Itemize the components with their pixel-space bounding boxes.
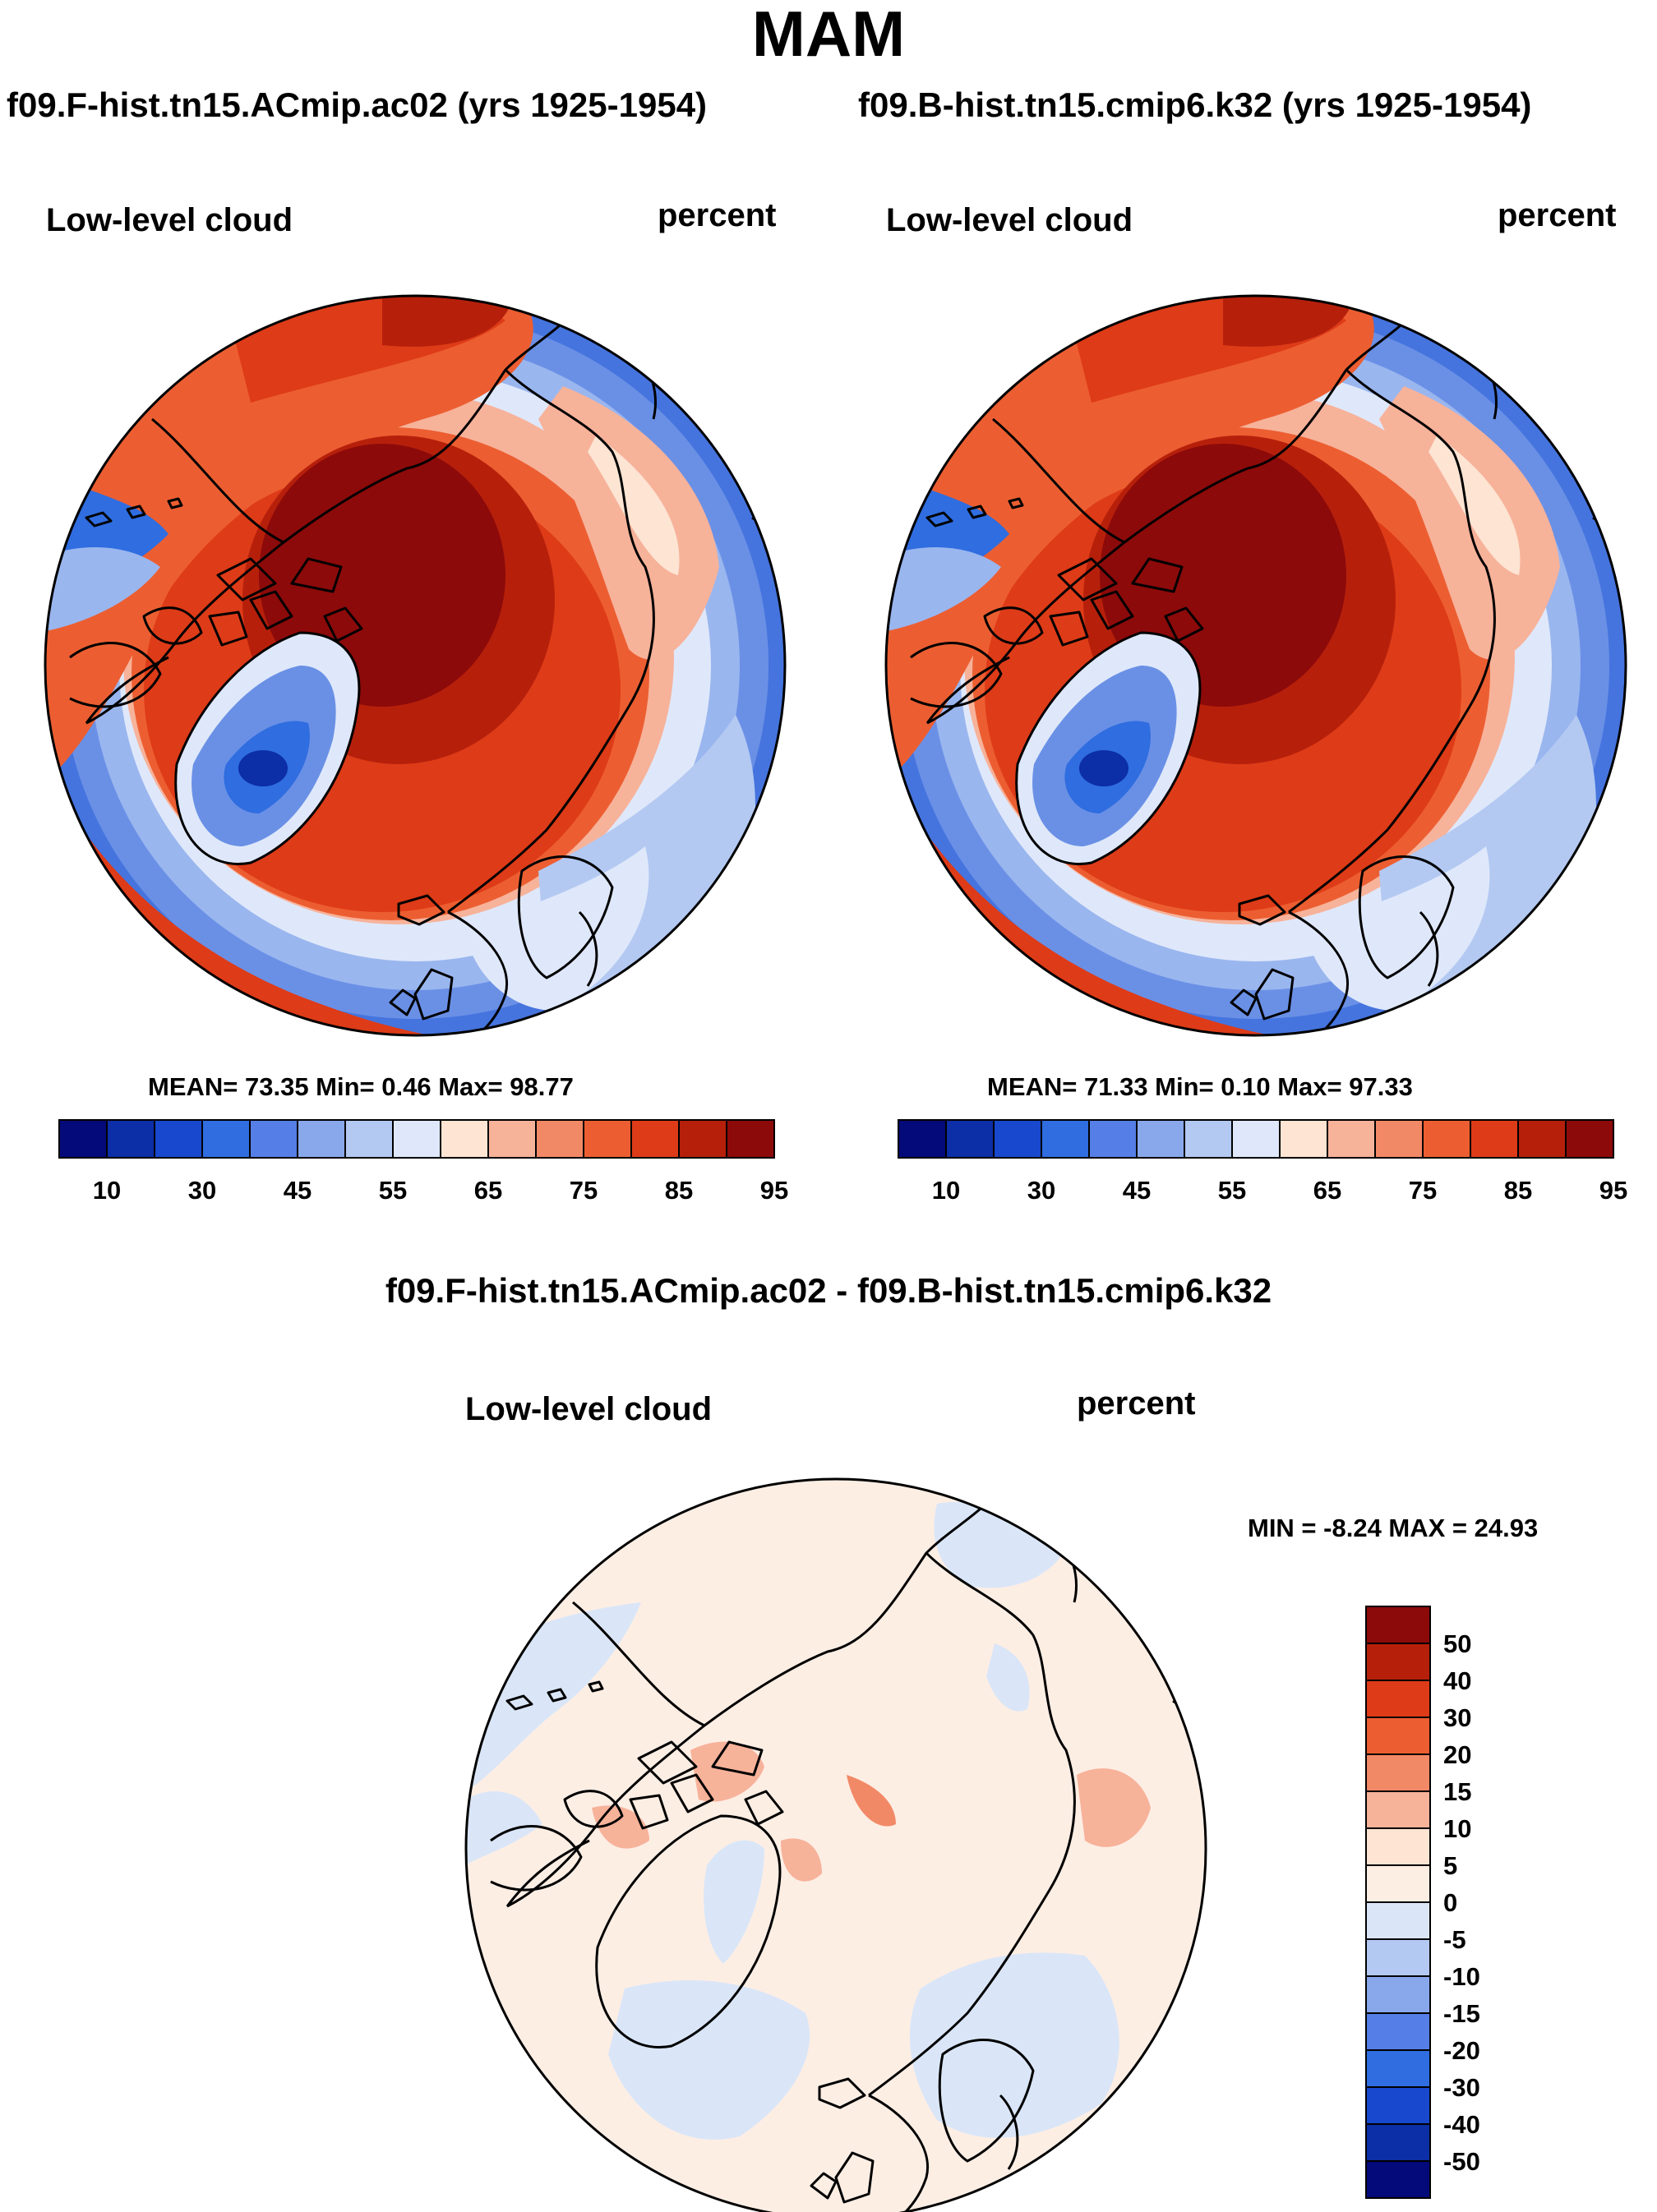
diff-title: f09.F-hist.tn15.ACmip.ac02 - f09.B-hist.… — [385, 1271, 1272, 1310]
right-colorbar-label: 45 — [1123, 1176, 1151, 1205]
left-colorbar-box — [583, 1119, 632, 1159]
diff-colorbar-box — [1365, 1680, 1431, 1718]
diff-colorbar-label: 0 — [1443, 1888, 1457, 1917]
diff-colorbar-label: 10 — [1443, 1814, 1471, 1843]
diff-colorbar-box — [1365, 1606, 1431, 1644]
left-colorbar-box — [58, 1119, 108, 1159]
right-colorbar-label: 30 — [1027, 1176, 1055, 1205]
diff-colorbar-box — [1365, 2086, 1431, 2125]
diff-stats: MIN = -8.24 MAX = 24.93 — [1248, 1514, 1539, 1542]
right-colorbar-label: 65 — [1313, 1176, 1341, 1205]
diff-colorbar-box — [1365, 1717, 1431, 1755]
right-colorbar-box — [1422, 1119, 1471, 1159]
diff-colorbar-label: 15 — [1443, 1777, 1471, 1806]
left-colorbar-label: 10 — [93, 1176, 121, 1205]
diff-colorbar-label: -30 — [1443, 2073, 1480, 2102]
left-colorbar-label: 85 — [665, 1176, 693, 1205]
diff-colorbar-box — [1365, 2049, 1431, 2088]
right-colorbar-box — [1088, 1119, 1138, 1159]
right-colorbar-box — [993, 1119, 1042, 1159]
diff-colorbar-box — [1365, 1864, 1431, 1903]
diff-colorbar-box — [1365, 1901, 1431, 1940]
left-colorbar-label: 65 — [474, 1176, 502, 1205]
left-colorbar-box — [726, 1119, 775, 1159]
diff-colorbar-box — [1365, 2012, 1431, 2051]
right-colorbar-label: 10 — [932, 1176, 960, 1205]
diff-colorbar-box — [1365, 2123, 1431, 2162]
diff-colorbar-box — [1365, 1975, 1431, 2014]
right-colorbar-box — [1374, 1119, 1424, 1159]
left-colorbar-label: 30 — [188, 1176, 216, 1205]
left-colorbar-label: 75 — [570, 1176, 598, 1205]
diff-colorbar-label: 20 — [1443, 1740, 1471, 1769]
left-colorbar-box — [297, 1119, 346, 1159]
right-colorbar-label: 55 — [1218, 1176, 1246, 1205]
right-colorbar-box — [1470, 1119, 1519, 1159]
left-colorbar-label: 55 — [379, 1176, 407, 1205]
diff-colorbar-label: -5 — [1443, 1925, 1466, 1954]
right-units-label: percent — [1498, 197, 1617, 233]
right-colorbar-label: 85 — [1504, 1176, 1532, 1205]
left-map — [44, 294, 787, 1037]
left-case-title: f09.F-hist.tn15.ACmip.ac02 (yrs 1925-195… — [7, 85, 708, 124]
right-colorbar-box — [1327, 1119, 1376, 1159]
right-colorbar-box — [1279, 1119, 1328, 1159]
diff-colorbar-label: 30 — [1443, 1703, 1471, 1732]
left-colorbar-label: 45 — [284, 1176, 312, 1205]
right-colorbar-box — [1041, 1119, 1090, 1159]
right-colorbar: 10 30 45 55 65 75 85 95 — [898, 1119, 1627, 1205]
left-colorbar-box — [630, 1119, 680, 1159]
left-colorbar-box — [678, 1119, 727, 1159]
left-colorbar: 10 30 45 55 65 75 85 95 — [58, 1119, 788, 1205]
diff-colorbar-box — [1365, 1753, 1431, 1792]
left-units-label: percent — [658, 197, 777, 233]
left-colorbar-box — [106, 1119, 155, 1159]
diff-colorbar-box — [1365, 1790, 1431, 1829]
right-case-title: f09.B-hist.tn15.cmip6.k32 (yrs 1925-1954… — [858, 85, 1532, 124]
right-colorbar-label: 75 — [1409, 1176, 1437, 1205]
left-colorbar-box — [487, 1119, 537, 1159]
right-colorbar-box — [1184, 1119, 1233, 1159]
left-colorbar-box — [440, 1119, 489, 1159]
diff-colorbar-box — [1365, 1827, 1431, 1866]
diff-colorbar-label: -20 — [1443, 2036, 1480, 2065]
diff-colorbar-box — [1365, 2160, 1431, 2199]
diff-colorbar-label: -10 — [1443, 1962, 1480, 1991]
left-colorbar-box — [249, 1119, 298, 1159]
left-colorbar-box — [344, 1119, 394, 1159]
diff-units-label: percent — [1077, 1385, 1196, 1422]
right-stats: MEAN= 71.33 Min= 0.10 Max= 97.33 — [987, 1072, 1413, 1101]
left-variable-label: Low-level cloud — [46, 202, 293, 238]
left-colorbar-box — [535, 1119, 584, 1159]
left-colorbar-box — [392, 1119, 441, 1159]
diff-colorbar-label: -40 — [1443, 2110, 1480, 2139]
right-colorbar-box — [1565, 1119, 1614, 1159]
diff-colorbar-label: 5 — [1443, 1851, 1457, 1880]
right-colorbar-box — [898, 1119, 947, 1159]
diff-colorbar-label: -15 — [1443, 1999, 1480, 2028]
diff-colorbar-box — [1365, 1938, 1431, 1977]
figure-title: MAM — [751, 0, 906, 70]
right-variable-label: Low-level cloud — [886, 202, 1133, 238]
left-colorbar-box — [201, 1119, 251, 1159]
diff-colorbar-label: 50 — [1443, 1629, 1471, 1658]
diff-colorbar-box — [1365, 1643, 1431, 1681]
diff-colorbar-label: 40 — [1443, 1666, 1471, 1695]
left-colorbar-box — [154, 1119, 203, 1159]
right-colorbar-box — [1231, 1119, 1281, 1159]
right-colorbar-box — [1517, 1119, 1567, 1159]
diff-map — [464, 1477, 1207, 2212]
right-colorbar-label: 95 — [1599, 1176, 1627, 1205]
left-stats: MEAN= 73.35 Min= 0.46 Max= 98.77 — [148, 1072, 574, 1101]
diff-colorbar-label: -50 — [1443, 2147, 1480, 2176]
left-colorbar-label: 95 — [760, 1176, 788, 1205]
right-colorbar-box — [1136, 1119, 1185, 1159]
right-colorbar-box — [945, 1119, 995, 1159]
right-map — [884, 294, 1627, 1037]
diff-variable-label: Low-level cloud — [465, 1391, 713, 1427]
